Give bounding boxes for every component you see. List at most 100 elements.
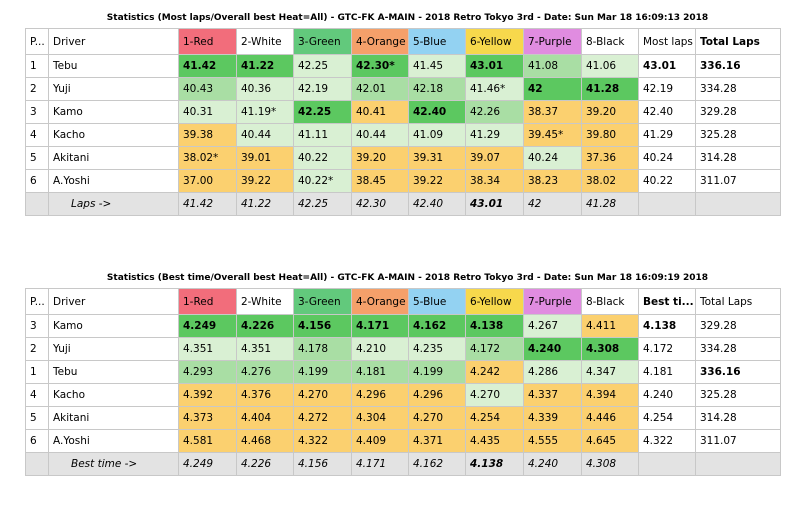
- footer-blank: [638, 192, 696, 216]
- value-cell: 4.446: [581, 406, 639, 430]
- header-row: P... Driver 1-Red 2-White 3-Green 4-Orange 5-B…: [25, 288, 781, 315]
- value-cell: 40.41: [351, 100, 409, 124]
- header-cell: 3-Green: [293, 28, 352, 55]
- value-cell: 43.01: [638, 54, 696, 78]
- value-cell: 4.645: [581, 429, 639, 453]
- driver-row: 5 Akitani 4.373 4.404 4.272 4.304 4.270 4.254 4.…: [25, 406, 781, 430]
- value-cell: 4.581: [178, 429, 237, 453]
- footer-value: 4.249: [178, 452, 237, 476]
- value-cell: 4.156: [293, 314, 352, 338]
- value-cell: 4.172: [638, 337, 696, 361]
- value-cell: 41.46*: [465, 77, 524, 101]
- footer-value: 42.40: [408, 192, 466, 216]
- driver-cell: A.Yoshi: [48, 169, 179, 193]
- value-cell: 41.29: [638, 123, 696, 147]
- driver-cell: Kacho: [48, 123, 179, 147]
- header-cell: 8-Black: [581, 28, 639, 55]
- value-cell: 4.171: [351, 314, 409, 338]
- value-cell: 41.22: [236, 54, 294, 78]
- value-cell: 314.28: [695, 406, 781, 430]
- value-cell: 334.28: [695, 77, 781, 101]
- value-cell: 4.304: [351, 406, 409, 430]
- position-cell: 6: [25, 429, 49, 453]
- value-cell: 4.240: [523, 337, 582, 361]
- value-cell: 41.29: [465, 123, 524, 147]
- value-cell: 329.28: [695, 100, 781, 124]
- driver-cell: Kamo: [48, 314, 179, 338]
- value-cell: 4.347: [581, 360, 639, 384]
- value-cell: 41.08: [523, 54, 582, 78]
- header-cell: 1-Red: [178, 288, 237, 315]
- value-cell: 42.01: [351, 77, 409, 101]
- footer-value: 4.226: [236, 452, 294, 476]
- footer-value: 43.01: [465, 192, 524, 216]
- value-cell: 4.404: [236, 406, 294, 430]
- value-cell: 4.254: [638, 406, 696, 430]
- value-cell: 4.296: [408, 383, 466, 407]
- value-cell: 4.272: [293, 406, 352, 430]
- value-cell: 4.468: [236, 429, 294, 453]
- value-cell: 40.31: [178, 100, 237, 124]
- header-cell: 7-Purple: [523, 288, 582, 315]
- value-cell: 39.20: [351, 146, 409, 170]
- header-cell: Total Laps: [695, 288, 781, 315]
- driver-row: 3 Kamo 4.249 4.226 4.156 4.171 4.162 4.138 4.267…: [25, 314, 781, 338]
- value-cell: 4.199: [293, 360, 352, 384]
- driver-row: 4 Kacho 4.392 4.376 4.270 4.296 4.296 4.270 4.33…: [25, 383, 781, 407]
- header-cell: P...: [25, 28, 49, 55]
- value-cell: 4.435: [465, 429, 524, 453]
- stats-table: P... Driver 1-Red 2-White 3-Green 4-Orange 5-B…: [25, 288, 781, 476]
- value-cell: 38.02: [581, 169, 639, 193]
- value-cell: 325.28: [695, 383, 781, 407]
- footer-value: 42.30: [351, 192, 409, 216]
- value-cell: 4.249: [178, 314, 237, 338]
- value-cell: 39.80: [581, 123, 639, 147]
- value-cell: 311.07: [695, 169, 781, 193]
- value-cell: 336.16: [695, 54, 781, 78]
- header-cell: 5-Blue: [408, 288, 466, 315]
- footer-value: 41.28: [581, 192, 639, 216]
- footer-blank: [25, 452, 49, 476]
- header-cell: 8-Black: [581, 288, 639, 315]
- value-cell: 4.235: [408, 337, 466, 361]
- header-cell: Driver: [48, 288, 179, 315]
- position-cell: 1: [25, 360, 49, 384]
- value-cell: 41.42: [178, 54, 237, 78]
- header-cell: Total Laps: [695, 28, 781, 55]
- driver-cell: Tebu: [48, 360, 179, 384]
- driver-row: 2 Yuji 40.43 40.36 42.19 42.01 42.18 41.46* 42 41…: [25, 77, 781, 101]
- table-title: Statistics (Most laps/Overall best Heat=…: [106, 13, 709, 23]
- value-cell: 329.28: [695, 314, 781, 338]
- value-cell: 4.322: [638, 429, 696, 453]
- driver-cell: Akitani: [48, 146, 179, 170]
- header-cell: 7-Purple: [523, 28, 582, 55]
- value-cell: 38.02*: [178, 146, 237, 170]
- value-cell: 4.286: [523, 360, 582, 384]
- value-cell: 39.38: [178, 123, 237, 147]
- value-cell: 336.16: [695, 360, 781, 384]
- stats-table: P... Driver 1-Red 2-White 3-Green 4-Orange 5-B…: [25, 28, 781, 216]
- driver-row: 6 A.Yoshi 37.00 39.22 40.22* 38.45 39.22 38.34 3…: [25, 169, 781, 193]
- header-cell: 1-Red: [178, 28, 237, 55]
- header-cell: 2-White: [236, 288, 294, 315]
- value-cell: 334.28: [695, 337, 781, 361]
- header-cell: 6-Yellow: [465, 288, 524, 315]
- header-cell: Best ti...: [638, 288, 696, 315]
- value-cell: 42.19: [293, 77, 352, 101]
- value-cell: 4.267: [523, 314, 582, 338]
- driver-cell: Yuji: [48, 77, 179, 101]
- value-cell: 4.276: [236, 360, 294, 384]
- footer-value: 4.171: [351, 452, 409, 476]
- position-cell: 6: [25, 169, 49, 193]
- driver-cell: Yuji: [48, 337, 179, 361]
- value-cell: 4.351: [236, 337, 294, 361]
- value-cell: 4.409: [351, 429, 409, 453]
- footer-blank: [695, 192, 781, 216]
- value-cell: 4.181: [351, 360, 409, 384]
- value-cell: 4.394: [581, 383, 639, 407]
- value-cell: 42: [523, 77, 582, 101]
- footer-value: 4.138: [465, 452, 524, 476]
- position-cell: 3: [25, 314, 49, 338]
- value-cell: 4.138: [465, 314, 524, 338]
